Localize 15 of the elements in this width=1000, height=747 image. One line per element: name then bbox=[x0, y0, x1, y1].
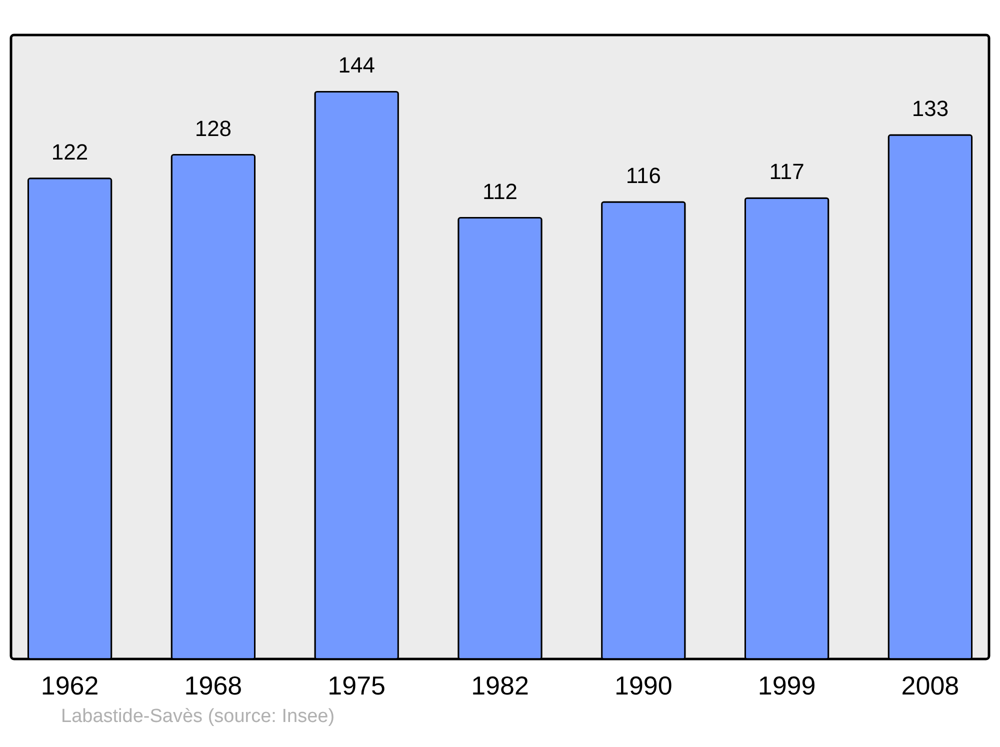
data-label: 116 bbox=[626, 163, 661, 188]
x-tick-label: 1968 bbox=[184, 670, 242, 700]
data-label: 117 bbox=[769, 159, 804, 184]
x-tick-label: 1975 bbox=[328, 670, 386, 700]
x-tick-label: 2008 bbox=[901, 670, 960, 700]
data-label: 144 bbox=[338, 52, 375, 78]
x-tick-label: 1999 bbox=[758, 670, 816, 700]
data-label: 128 bbox=[194, 116, 232, 141]
x-tick-label: 1990 bbox=[614, 670, 672, 700]
x-tick-label: 1962 bbox=[40, 670, 99, 700]
text: Labastide-Savès (source: Insee) bbox=[61, 706, 335, 727]
data-label: 112 bbox=[482, 178, 518, 204]
data-label: 133 bbox=[912, 96, 949, 122]
x-tick-label: 1982 bbox=[471, 670, 529, 700]
data-label: 122 bbox=[51, 139, 88, 164]
